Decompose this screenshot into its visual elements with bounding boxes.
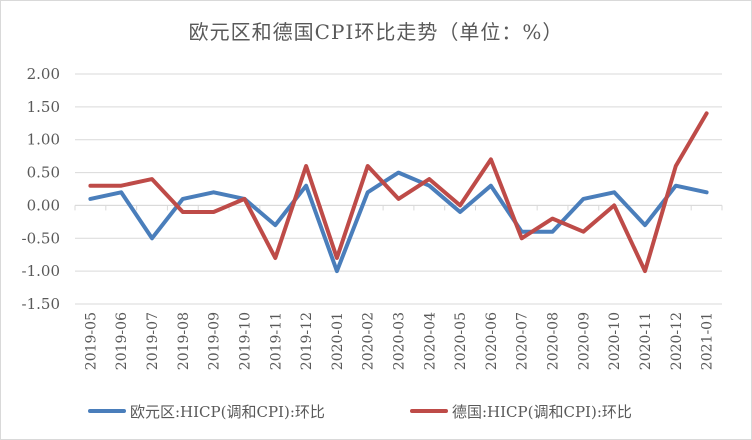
data-point-germany <box>243 198 245 200</box>
x-tick-label: 2020-08 <box>546 312 562 370</box>
x-tick-label: 2020-07 <box>515 312 531 370</box>
gridlines <box>75 73 722 305</box>
chart-title: 欧元区和德国CPI环比走势（单位：%） <box>188 20 564 44</box>
data-point-germany <box>582 231 584 233</box>
x-tick-label: 2019-06 <box>114 312 130 370</box>
series-line-euro-area <box>88 170 709 274</box>
data-point-euro-area <box>521 231 523 233</box>
data-point-euro-area <box>552 231 554 233</box>
data-point-germany <box>151 178 153 180</box>
data-point-germany <box>675 165 677 167</box>
data-point-euro-area <box>582 198 584 200</box>
data-point-euro-area <box>490 185 492 187</box>
data-point-germany <box>552 218 554 220</box>
data-point-euro-area <box>120 191 122 193</box>
x-tick-label: 2020-06 <box>484 312 500 370</box>
y-tick-label: 1.00 <box>27 131 60 149</box>
x-tick-label: 2020-04 <box>422 312 438 370</box>
legend-item-germany: 德国:HICP(调和CPI):环比 <box>410 398 632 424</box>
x-tick-label: 2019-05 <box>83 312 99 370</box>
y-tick-label: -1.00 <box>22 262 60 280</box>
y-tick-label: 2.00 <box>27 65 60 83</box>
data-point-euro-area <box>151 237 153 239</box>
data-point-euro-area <box>274 224 276 226</box>
data-point-germany <box>613 204 615 206</box>
y-tick-label: -0.50 <box>22 229 60 247</box>
y-axis-tick-labels: 2.00 1.50 1.00 0.50 0.00 -0.50 -1.00 -1.50 <box>22 65 60 313</box>
data-point-germany <box>490 158 492 160</box>
data-point-euro-area <box>213 191 215 193</box>
data-point-germany <box>428 178 430 180</box>
data-point-euro-area <box>305 185 307 187</box>
data-point-euro-area <box>428 185 430 187</box>
data-point-euro-area <box>644 224 646 226</box>
y-tick-label: -1.50 <box>22 295 60 313</box>
legend-item-euro-area: 欧元区:HICP(调和CPI):环比 <box>88 398 325 424</box>
x-tick-label: 2019-12 <box>299 312 315 370</box>
legend: 欧元区:HICP(调和CPI):环比 德国:HICP(调和CPI):环比 <box>0 398 752 424</box>
data-point-euro-area <box>89 198 91 200</box>
y-tick-label: 0.50 <box>27 164 60 182</box>
x-tick-label: 2020-10 <box>607 312 623 370</box>
data-point-germany <box>459 204 461 206</box>
legend-swatch-euro-area <box>88 409 126 413</box>
data-point-euro-area <box>675 185 677 187</box>
x-axis-tick-labels: 2019-05 2019-06 2019-07 2019-08 2019-09 2019-… <box>83 312 715 370</box>
series-lines <box>88 111 709 274</box>
data-point-germany <box>367 165 369 167</box>
data-point-germany <box>305 165 307 167</box>
x-tick-label: 2020-12 <box>669 312 685 370</box>
x-tick-label: 2020-01 <box>330 312 346 370</box>
x-tick-label: 2020-05 <box>453 312 469 370</box>
data-point-euro-area <box>613 191 615 193</box>
data-point-germany <box>644 270 646 272</box>
x-tick-label: 2019-07 <box>145 312 161 370</box>
data-point-euro-area <box>182 198 184 200</box>
data-point-germany <box>398 198 399 200</box>
data-point-euro-area <box>336 270 338 272</box>
x-tick-label: 2020-11 <box>638 312 654 370</box>
data-point-germany <box>89 185 91 187</box>
x-tick-label: 2019-09 <box>207 312 223 370</box>
legend-swatch-germany <box>410 409 448 413</box>
data-point-euro-area <box>367 191 369 193</box>
x-tick-label: 2019-08 <box>176 312 192 370</box>
y-tick-label: 0.00 <box>27 196 60 214</box>
x-tick-label: 2019-11 <box>268 312 284 370</box>
data-point-euro-area <box>398 172 399 174</box>
legend-label-euro-area: 欧元区:HICP(调和CPI):环比 <box>130 402 325 421</box>
data-point-germany <box>213 211 215 213</box>
data-point-germany <box>120 185 122 187</box>
x-tick-label: 2020-09 <box>576 312 592 370</box>
x-tick-label: 2019-10 <box>237 312 253 370</box>
data-point-germany <box>182 211 184 213</box>
legend-label-germany: 德国:HICP(调和CPI):环比 <box>452 402 632 421</box>
data-point-euro-area <box>459 211 461 213</box>
data-point-euro-area <box>706 191 708 193</box>
data-point-germany <box>336 257 338 259</box>
line-chart: 2.00 1.50 1.00 0.50 0.00 -0.50 -1.00 -1.50 2019… <box>22 65 723 370</box>
x-tick-label: 2021-01 <box>700 312 716 370</box>
x-tick-label: 2020-03 <box>392 312 408 370</box>
x-tick-label: 2020-02 <box>361 312 377 370</box>
data-point-germany <box>521 237 523 239</box>
y-tick-label: 1.50 <box>27 98 60 116</box>
data-point-germany <box>274 257 276 259</box>
data-point-germany <box>706 112 708 114</box>
